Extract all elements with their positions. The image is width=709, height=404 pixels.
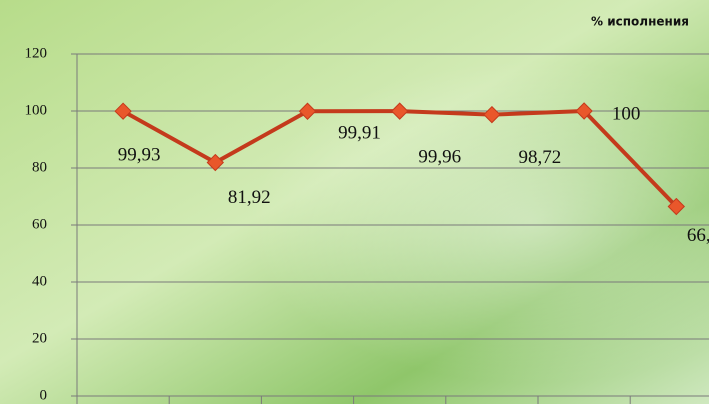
value-label: 66,48 — [687, 225, 709, 246]
y-tick-label: 80 — [32, 159, 47, 175]
value-label: 99,91 — [338, 123, 381, 144]
value-label: 98,72 — [519, 147, 562, 168]
marker — [667, 197, 686, 216]
y-tick-label: 40 — [32, 273, 47, 289]
marker — [483, 105, 501, 124]
value-label: 81,92 — [228, 187, 271, 208]
y-tick-label: 60 — [32, 216, 47, 232]
chart-title: % исполнения — [591, 15, 689, 29]
value-label: 100 — [612, 103, 641, 124]
marker — [114, 102, 132, 120]
y-tick-label: 20 — [32, 330, 47, 346]
marker — [298, 102, 317, 120]
marker — [575, 102, 593, 120]
value-label: 99,93 — [118, 145, 161, 166]
y-tick-label: 0 — [40, 387, 48, 403]
marker — [206, 153, 225, 172]
y-tick-label: 120 — [25, 45, 48, 61]
y-tick-label: 100 — [25, 102, 48, 118]
marker — [390, 102, 409, 120]
value-label: 99,96 — [418, 146, 461, 167]
